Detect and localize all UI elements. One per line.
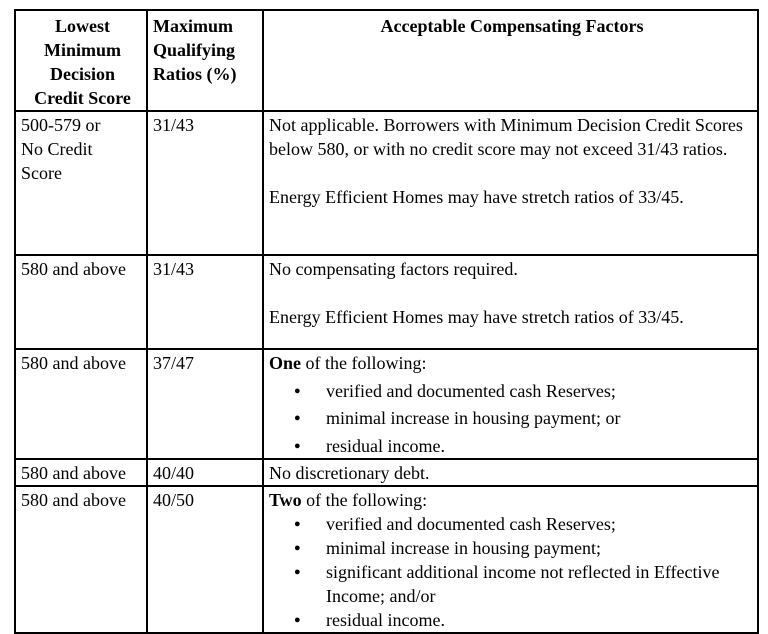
- cell-ratio: 40/40: [146, 457, 264, 487]
- table-row: 500-579 or No Credit Score 31/43 Not app…: [14, 110, 759, 256]
- cell-factors: Two of the following: verified and docum…: [262, 484, 759, 634]
- cell-ratio: 40/50: [146, 484, 264, 634]
- compensating-factors-table: Lowest Minimum Decision Credit Score Max…: [14, 9, 759, 634]
- cell-factors: No compensating factors required. Energy…: [262, 254, 759, 350]
- cell-credit-score: 580 and above: [14, 254, 148, 350]
- factors-paragraph: Energy Efficient Homes may have stretch …: [269, 187, 684, 207]
- cell-ratio: 31/43: [146, 110, 264, 256]
- factors-bullet-list: verified and documented cash Reserves; m…: [269, 512, 755, 631]
- cell-factors: No discretionary debt.: [262, 457, 759, 487]
- cell-factors: One of the following: verified and docum…: [262, 348, 759, 460]
- header-qualifying-ratios: Maximum Qualifying Ratios (%): [146, 9, 264, 112]
- factors-lead-rest: of the following:: [301, 353, 427, 373]
- factors-paragraph: Not applicable. Borrowers with Minimum D…: [269, 115, 743, 159]
- cell-ratio: 37/47: [146, 348, 264, 460]
- cell-credit-score: 580 and above: [14, 348, 148, 460]
- table-row: 580 and above 40/40 No discretionary deb…: [14, 457, 759, 487]
- factors-bullet: residual income.: [269, 434, 755, 457]
- factors-bullet-list: verified and documented cash Reserves; m…: [269, 379, 755, 457]
- table-row: 580 and above 40/50 Two of the following…: [14, 484, 759, 634]
- factors-lead-line: One of the following:: [269, 351, 755, 375]
- factors-bullet: significant additional income not reflec…: [269, 560, 755, 608]
- cell-factors: Not applicable. Borrowers with Minimum D…: [262, 110, 759, 256]
- cell-credit-score: 580 and above: [14, 457, 148, 487]
- factors-lead-rest: of the following:: [301, 489, 428, 510]
- factors-bullet: verified and documented cash Reserves;: [269, 512, 755, 536]
- factors-paragraph: No discretionary debt.: [269, 462, 430, 483]
- table-row: 580 and above 31/43 No compensating fact…: [14, 254, 759, 350]
- factors-lead-line: Two of the following:: [269, 488, 755, 512]
- factors-bullet: residual income.: [269, 608, 755, 631]
- factors-bullet: minimal increase in housing payment;: [269, 536, 755, 560]
- table-header-row: Lowest Minimum Decision Credit Score Max…: [14, 9, 759, 112]
- factors-lead-word: Two: [269, 489, 302, 510]
- table-row: 580 and above 37/47 One of the following…: [14, 348, 759, 460]
- factors-bullet: verified and documented cash Reserves;: [269, 379, 755, 403]
- factors-lead-word: One: [269, 353, 302, 373]
- cell-ratio: 31/43: [146, 254, 264, 350]
- cell-credit-score: 500-579 or No Credit Score: [14, 110, 148, 256]
- factors-paragraph: Energy Efficient Homes may have stretch …: [269, 307, 684, 327]
- factors-paragraph: No compensating factors required.: [269, 259, 518, 279]
- header-credit-score: Lowest Minimum Decision Credit Score: [14, 9, 148, 112]
- cell-credit-score: 580 and above: [14, 484, 148, 634]
- header-compensating-factors: Acceptable Compensating Factors: [262, 9, 759, 112]
- factors-bullet: minimal increase in housing payment; or: [269, 406, 755, 430]
